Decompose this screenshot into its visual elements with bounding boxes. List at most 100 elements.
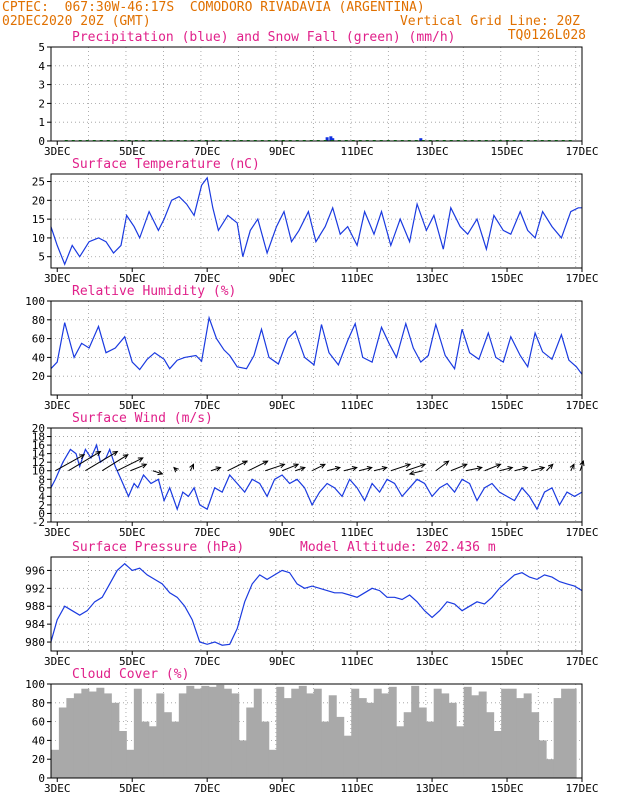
cloud-bar — [208, 686, 217, 778]
precip-bar — [331, 138, 335, 141]
wind-arrow-head — [137, 457, 144, 463]
cloud-bar — [441, 693, 450, 778]
precip-ytick-label: 5 — [38, 41, 45, 54]
wind-ytick-label: 0 — [38, 507, 45, 520]
rh-xtick-label: 13DEC — [416, 399, 449, 412]
wind-xtick-label: 11DEC — [341, 526, 374, 539]
temp-frame — [50, 173, 583, 269]
cloud-bar — [381, 693, 390, 778]
cloud-ytick-label: 100 — [25, 678, 45, 691]
wind-arrow — [409, 470, 423, 475]
temp-xtick-label: 15DEC — [490, 272, 523, 285]
wind-arrow-head — [405, 463, 412, 469]
cloud-bar — [133, 688, 142, 778]
temp-xtick-label: 7DEC — [194, 272, 221, 285]
temp-xtick-label: 11DEC — [341, 272, 374, 285]
temp-ytick-label: 5 — [38, 251, 45, 264]
wind-ytick-label: 18 — [32, 431, 45, 444]
precip-ytick-label: 4 — [38, 60, 45, 73]
temp-title: Surface Temperature (nC) — [72, 157, 260, 172]
wind-arrow — [265, 463, 285, 472]
cloud-bar — [343, 735, 352, 778]
cloud-bar — [538, 740, 547, 778]
wind-arrow-head — [366, 466, 373, 472]
cloud-bar — [178, 693, 187, 778]
wind-arrow-head — [351, 466, 358, 472]
cloud-bar — [81, 688, 90, 778]
precip-xtick-label: 17DEC — [565, 145, 598, 158]
wind-xtick-label: 15DEC — [490, 526, 523, 539]
precip-bar — [419, 138, 423, 141]
pres-ytick-label: 984 — [25, 618, 45, 631]
pres-ytick-label: 992 — [25, 582, 45, 595]
wind-arrow — [55, 454, 85, 472]
wind-arrow-head — [579, 460, 585, 467]
cloud-bar — [471, 695, 480, 778]
pres-xtick-label: 5DEC — [119, 655, 146, 668]
precip-ytick-label: 2 — [38, 97, 45, 110]
wind-xtick-label: 7DEC — [194, 526, 221, 539]
station-info: CPTEC: 067:30W-46:17S COMODORO RIVADAVIA… — [2, 0, 425, 15]
cloud-bar — [561, 688, 570, 778]
wind-arrow-head — [522, 466, 529, 472]
wind-xtick-label: 9DEC — [269, 526, 296, 539]
cloud-bar — [411, 685, 420, 778]
wind-arrow-head — [299, 466, 306, 472]
cloud-bar — [141, 721, 150, 778]
rh-title: Relative Humidity (%) — [72, 284, 236, 299]
wind-arrow-head — [279, 463, 286, 469]
wind-ytick-label: 14 — [32, 448, 46, 461]
temp-ytick-label: 10 — [32, 232, 45, 245]
wind-arrow-head — [189, 463, 195, 470]
rh-xtick-label: 5DEC — [119, 399, 146, 412]
cloud-bar — [163, 712, 172, 778]
cloud-bar — [321, 721, 330, 778]
precip-bar — [325, 137, 329, 141]
cloud-bar — [546, 759, 555, 778]
cloud-bar — [103, 693, 112, 778]
pres-xtick-label: 13DEC — [416, 655, 449, 668]
cloud-ytick-label: 40 — [32, 734, 45, 747]
cloud-bar — [223, 688, 232, 778]
wind-frame — [50, 427, 583, 523]
cloud-bar — [66, 698, 75, 778]
wind-xtick-label: 3DEC — [44, 526, 71, 539]
cloud-xtick-label: 17DEC — [565, 782, 598, 795]
rh-ytick-label: 80 — [32, 314, 45, 327]
wind-arrow — [450, 463, 467, 472]
cloud-xtick-label: 9DEC — [269, 782, 296, 795]
wind-arrow-head — [293, 463, 300, 469]
cloud-bar — [313, 688, 322, 778]
wind-arrow — [343, 467, 357, 472]
rh-xtick-label: 3DEC — [44, 399, 71, 412]
wind-arrow — [435, 460, 449, 472]
cloud-bar — [193, 688, 202, 778]
cloud-bar — [523, 693, 532, 778]
temp-xtick-label: 3DEC — [44, 272, 71, 285]
wind-xtick-label: 17DEC — [565, 526, 598, 539]
wind-arrow-head — [495, 463, 502, 469]
temp-xtick-label: 5DEC — [119, 272, 146, 285]
pres-ytick-label: 980 — [25, 636, 45, 649]
rh-ytick-label: 20 — [32, 370, 45, 383]
wind-arrow — [531, 467, 545, 472]
cloud-bar — [388, 686, 397, 778]
wind-arrow — [484, 463, 501, 472]
cloud-xtick-label: 11DEC — [341, 782, 374, 795]
wind-xtick-label: 5DEC — [119, 526, 146, 539]
cloud-bar — [111, 702, 120, 778]
wind-arrow — [570, 464, 575, 471]
cloud-bar — [418, 707, 427, 778]
precip-xtick-label: 5DEC — [119, 145, 146, 158]
cloud-bar — [396, 726, 405, 778]
wind-arrow — [546, 463, 554, 472]
wind-arrow — [130, 463, 147, 472]
rh-xtick-label: 11DEC — [341, 399, 374, 412]
temp-xtick-label: 13DEC — [416, 272, 449, 285]
wind-arrow-head — [420, 463, 427, 469]
cloud-xtick-label: 13DEC — [416, 782, 449, 795]
cloud-bar — [501, 688, 510, 778]
cloud-bar — [96, 687, 105, 778]
wind-xtick-label: 13DEC — [416, 526, 449, 539]
precip-xtick-label: 11DEC — [341, 145, 374, 158]
